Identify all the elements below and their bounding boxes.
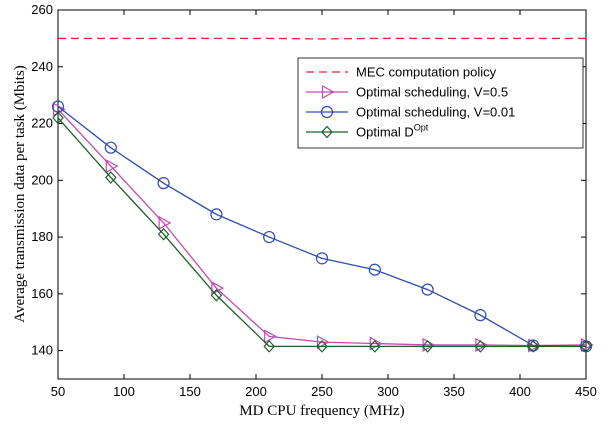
legend-item: Optimal scheduling, V=0.5 xyxy=(306,85,508,100)
x-axis-title: MD CPU frequency (MHz) xyxy=(239,403,404,419)
data-point xyxy=(263,230,276,244)
data-point xyxy=(421,339,434,353)
y-tick-label: 240 xyxy=(31,59,53,74)
data-point xyxy=(474,309,487,322)
legend-marker xyxy=(320,105,334,119)
series-line xyxy=(57,108,587,347)
legend: MEC computation policy Optimal scheduling… xyxy=(297,57,584,149)
x-tick-label: 450 xyxy=(575,384,597,399)
legend-item: Optimal scheduling, V=0.01 xyxy=(306,105,515,120)
data-point xyxy=(263,339,276,353)
y-tick-label: 160 xyxy=(31,286,53,301)
legend-label: Optimal scheduling, V=0.5 xyxy=(356,85,508,100)
series-line xyxy=(57,117,586,348)
data-point xyxy=(157,227,170,241)
x-tick-label: 50 xyxy=(51,384,65,399)
data-point xyxy=(105,159,119,174)
legend-label: MEC computation policy xyxy=(356,65,497,80)
x-tick-label: 200 xyxy=(245,384,267,399)
data-point xyxy=(316,335,330,350)
y-tick-label: 140 xyxy=(31,343,53,358)
x-tick-label: 100 xyxy=(113,384,135,399)
legend-label: Optimal DOpt xyxy=(356,123,429,140)
x-tick-label: 400 xyxy=(509,384,531,399)
series-4 xyxy=(52,111,592,353)
x-tick-label: 350 xyxy=(443,384,465,399)
data-point xyxy=(158,215,172,230)
data-point xyxy=(527,339,540,353)
data-point xyxy=(474,339,487,353)
data-point xyxy=(421,283,434,296)
x-tick-label: 300 xyxy=(377,384,399,399)
data-point xyxy=(104,171,117,184)
data-point xyxy=(210,208,223,221)
legend-marker xyxy=(321,84,335,100)
axis-ticks: 50 100 150 200 250 300 350 400 450 140 160 180 200 22… xyxy=(31,2,597,399)
data-point xyxy=(264,329,277,344)
series-1 xyxy=(58,37,586,40)
data-point xyxy=(157,177,170,190)
y-axis-title: Average transmission data per task (Mbit… xyxy=(12,65,28,323)
data-point xyxy=(316,339,328,353)
x-tick-label: 150 xyxy=(179,384,201,399)
y-tick-label: 220 xyxy=(31,116,53,131)
y-tick-label: 260 xyxy=(31,2,53,17)
x-tick-label: 250 xyxy=(311,384,333,399)
series-line xyxy=(58,37,586,40)
data-point xyxy=(368,263,381,276)
data-point xyxy=(315,252,329,265)
series-3 xyxy=(51,100,593,353)
legend-marker xyxy=(321,125,333,139)
y-tick-label: 200 xyxy=(31,172,53,187)
series-line xyxy=(57,105,587,348)
data-point xyxy=(580,339,592,353)
series-layer xyxy=(51,37,594,353)
data-point xyxy=(210,288,223,302)
legend-box xyxy=(297,57,584,149)
data-point xyxy=(104,141,117,154)
legend-label: Optimal scheduling, V=0.01 xyxy=(356,105,515,120)
legend-item: Optimal DOpt xyxy=(306,123,429,140)
y-tick-label: 180 xyxy=(31,229,53,244)
data-point xyxy=(368,339,381,353)
legend-item: MEC computation policy xyxy=(306,65,497,80)
data-point xyxy=(52,111,64,125)
